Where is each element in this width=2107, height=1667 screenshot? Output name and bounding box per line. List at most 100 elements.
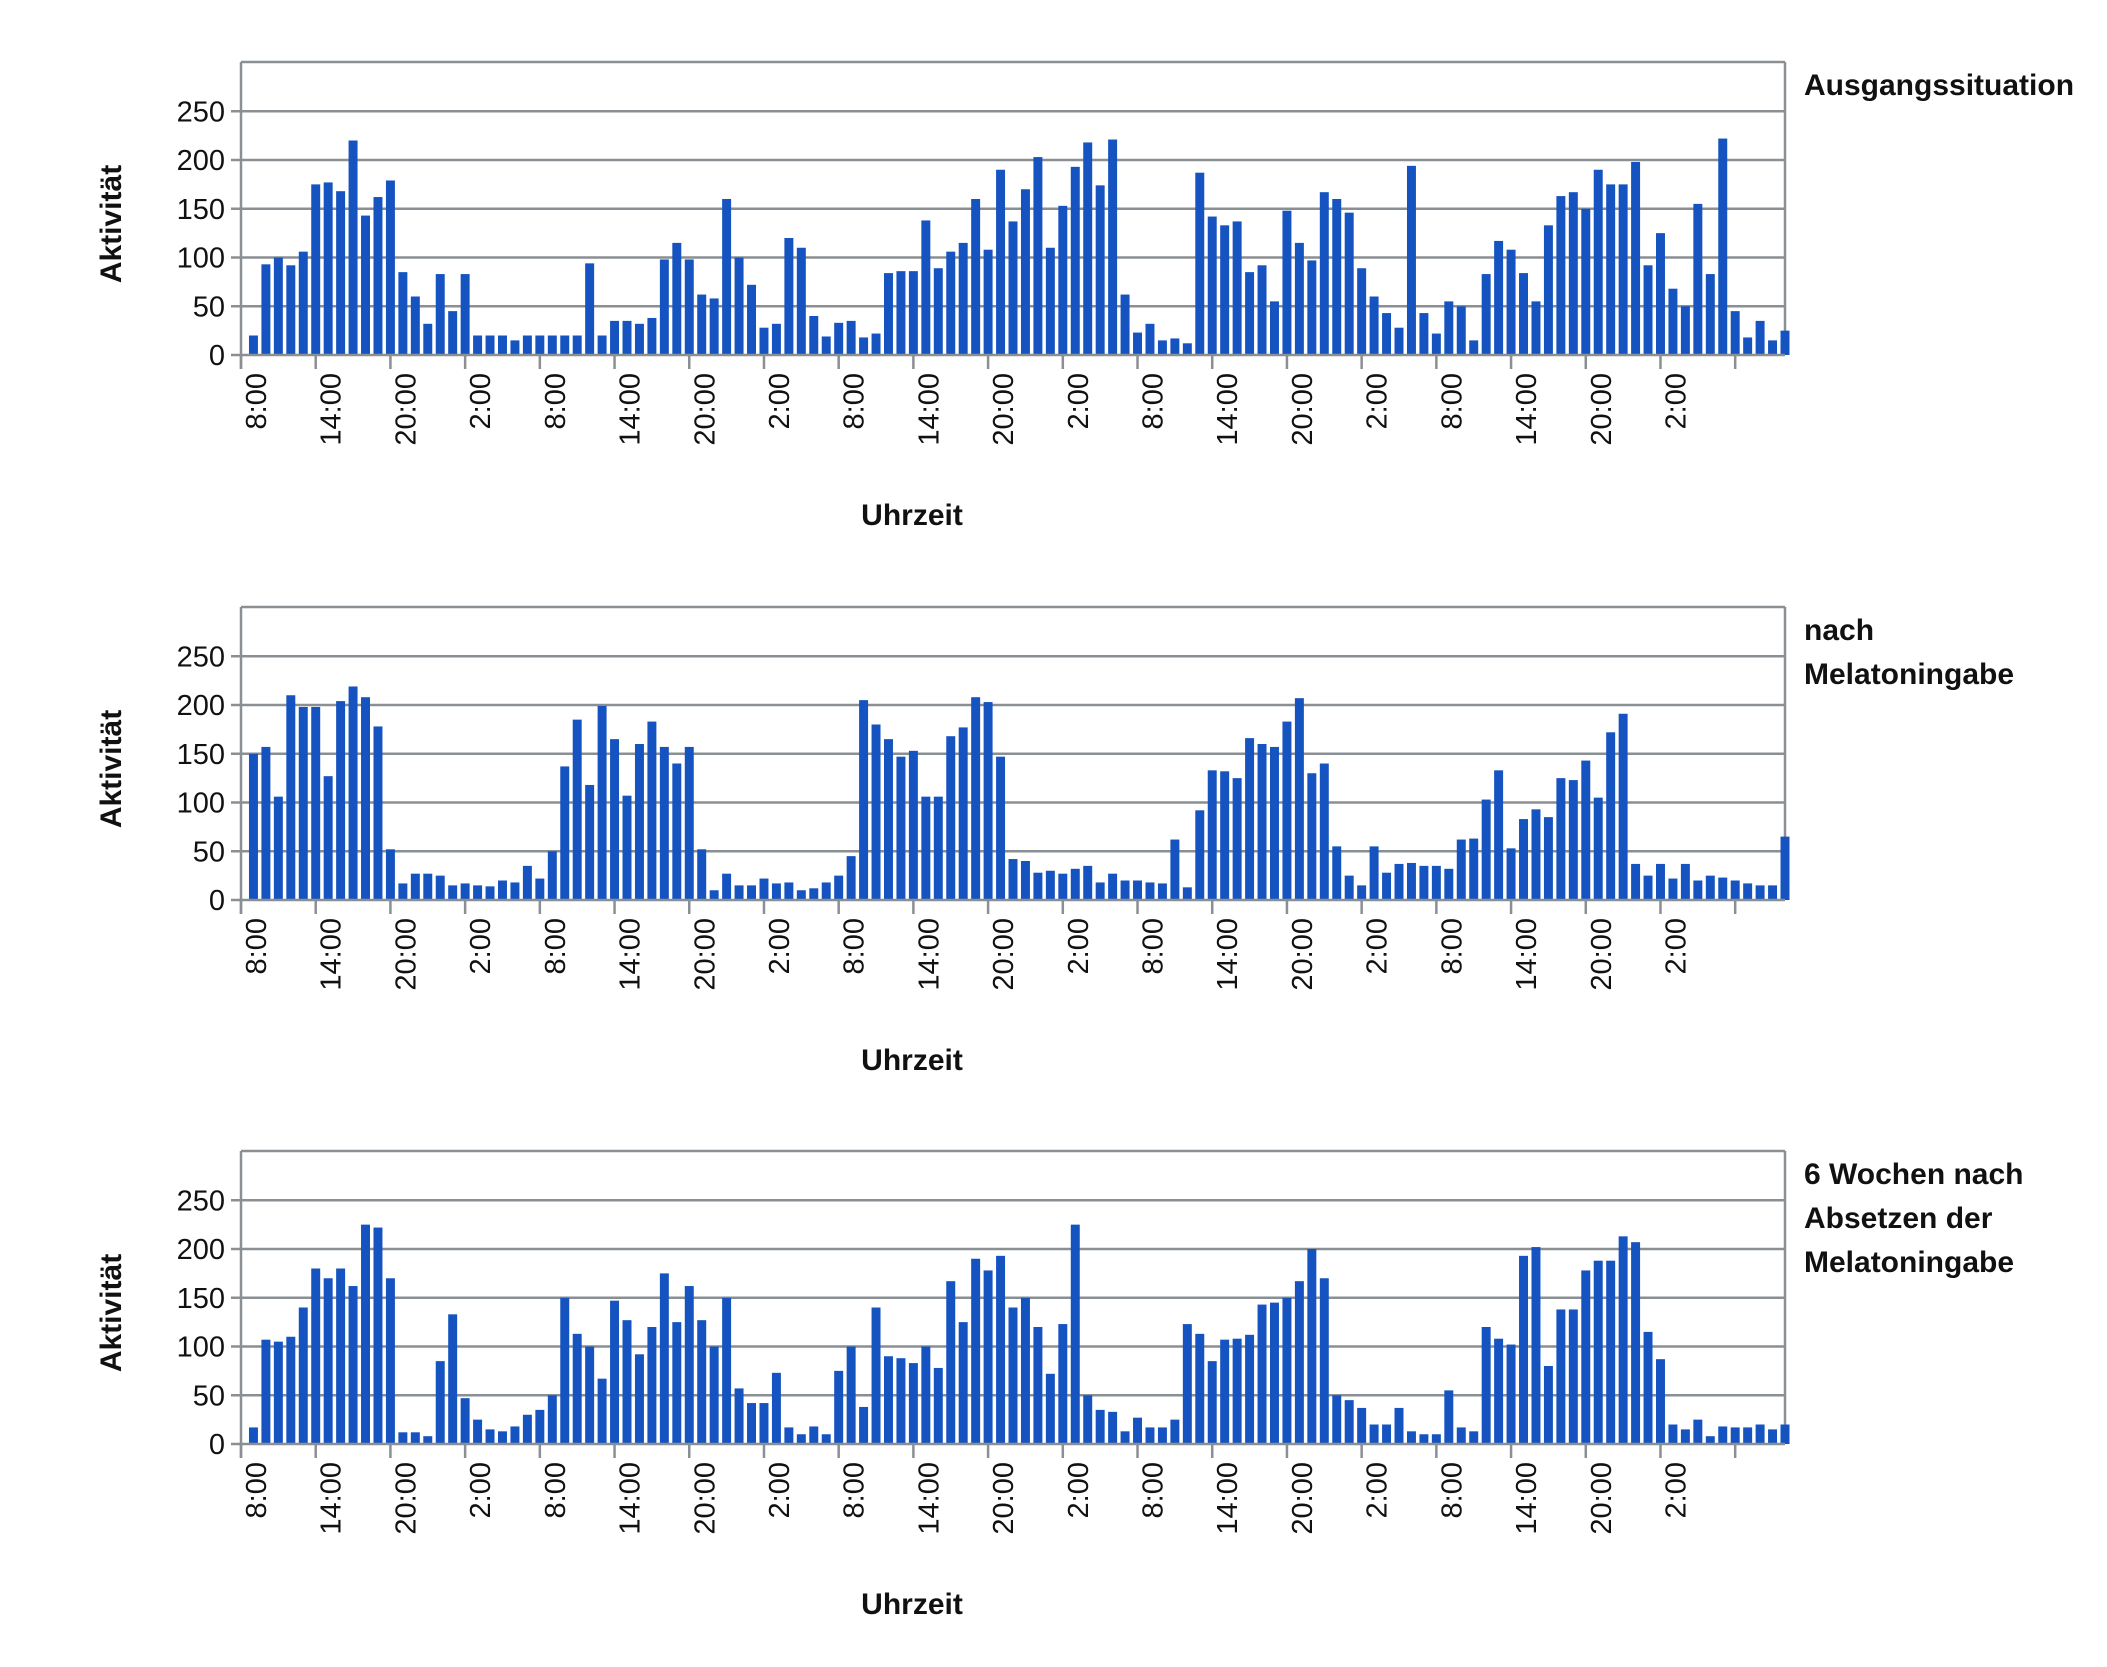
bar [1008, 221, 1018, 355]
bar [1643, 265, 1653, 355]
bar [1008, 1307, 1018, 1444]
bar [697, 849, 707, 900]
bar [1556, 1309, 1566, 1444]
panel-title-2: nach Melatoningabe [1804, 614, 2014, 691]
bar [1357, 885, 1367, 901]
bar [1394, 327, 1404, 355]
bar [1270, 301, 1279, 356]
x-tick-label: 8:00 [839, 918, 871, 974]
bar [1680, 863, 1690, 900]
bar [1033, 1327, 1043, 1444]
bar [1618, 1236, 1628, 1444]
bar [647, 1327, 657, 1444]
bar [1494, 240, 1504, 356]
bar [398, 1432, 408, 1444]
bar [1531, 809, 1541, 900]
y-tick-label: 0 [209, 340, 225, 372]
bar [722, 1297, 732, 1444]
bar [1668, 878, 1678, 900]
bar [1207, 770, 1217, 900]
bar [1220, 225, 1230, 355]
x-tick-label: 14:00 [316, 918, 348, 991]
bar [473, 1419, 483, 1445]
x-tick-label: 8:00 [839, 1462, 871, 1518]
bar [809, 1426, 819, 1444]
y-tick-label: 100 [177, 243, 225, 275]
bar [423, 873, 433, 900]
bar [1220, 1339, 1230, 1444]
bar [884, 1356, 893, 1444]
bar [784, 238, 794, 355]
bar [983, 249, 993, 355]
x-tick-label: 20:00 [988, 918, 1020, 991]
bar [684, 746, 694, 900]
x-tick-label: 20:00 [689, 373, 721, 446]
bar [933, 1367, 943, 1444]
y-tick-label: 0 [209, 1429, 225, 1461]
panel-title-line: 6 Wochen nach [1804, 1158, 2024, 1191]
bar [958, 1322, 968, 1445]
bar [622, 1320, 632, 1444]
x-tick-label: 2:00 [465, 1462, 497, 1518]
bar [1419, 313, 1429, 355]
bar [996, 1255, 1006, 1444]
bar [597, 1378, 607, 1444]
bar [871, 1307, 881, 1444]
bar [311, 1268, 321, 1444]
x-tick-label: 8:00 [540, 918, 572, 974]
bar [1133, 332, 1142, 355]
x-tick-label: 2:00 [465, 918, 497, 974]
y-tick-label: 250 [177, 96, 225, 128]
bar [597, 705, 607, 901]
x-tick-label: 2:00 [465, 373, 497, 429]
bar [1743, 883, 1753, 900]
bar [1656, 233, 1665, 356]
bar [1133, 880, 1142, 900]
bar [946, 251, 956, 355]
bar [485, 335, 495, 355]
panel-title-line: Absetzen der [1804, 1202, 1993, 1235]
bar [435, 274, 445, 355]
bar [859, 337, 869, 355]
bar [1232, 221, 1242, 355]
bar [796, 247, 806, 355]
bar [1693, 1419, 1703, 1445]
bar [1095, 882, 1105, 900]
panel-title-line: Melatoningabe [1804, 1246, 2014, 1279]
bar [1618, 184, 1628, 356]
x-tick-label: 14:00 [913, 918, 945, 991]
bar [1406, 1431, 1416, 1444]
bar [946, 1281, 956, 1444]
bar [1556, 196, 1566, 355]
bar [1382, 872, 1392, 900]
bar [1294, 242, 1304, 356]
bar [1245, 738, 1255, 900]
chart-panel-3: 0 50 100 150 200 250 8:00 14:00 20:00 2:00 8:00 14:… [95, 1149, 1790, 1621]
bar [1195, 172, 1205, 355]
bar [423, 323, 433, 355]
bar [859, 1406, 869, 1444]
bar [1083, 142, 1093, 355]
bar [1045, 870, 1055, 900]
bar [1195, 1333, 1205, 1444]
bar [585, 784, 595, 900]
panel-title-3: 6 Wochen nach Absetzen der Melatoningabe [1804, 1158, 2024, 1279]
bar [809, 316, 819, 355]
bar [373, 726, 383, 900]
x-tick-label: 14:00 [1511, 918, 1543, 991]
bar [1768, 340, 1778, 356]
bar [1556, 778, 1566, 901]
y-axis-title: Aktivität [95, 165, 128, 283]
bar [759, 327, 769, 355]
bar [1357, 1407, 1367, 1444]
bar [311, 706, 321, 900]
bar [796, 890, 806, 900]
bar [672, 1322, 682, 1445]
bar [1593, 1260, 1603, 1444]
bar [1282, 721, 1292, 900]
bar [1606, 732, 1616, 900]
bar [1469, 838, 1479, 900]
bar [1020, 1297, 1030, 1444]
bar [1755, 1424, 1765, 1444]
bar [1456, 1427, 1466, 1444]
